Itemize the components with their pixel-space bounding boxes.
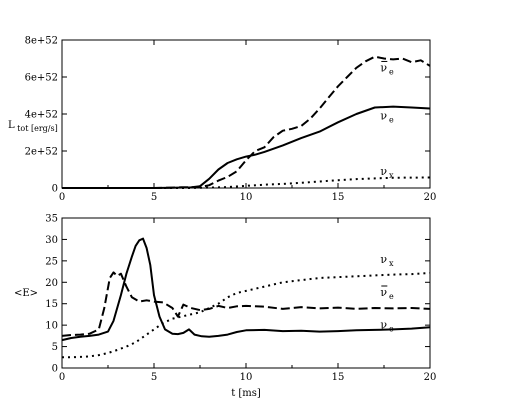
energy-y-axis-title: <E> (14, 288, 38, 299)
lum-y-axis-title: L tot [erg/s] (8, 120, 58, 133)
energy-x-tick-label: 15 (332, 372, 345, 383)
lum-x-tick-label: 20 (424, 192, 437, 203)
lum-series-dashed (62, 55, 431, 189)
energy-series-solid (61, 237, 431, 342)
energy-y-tick-label: 10 (45, 321, 58, 332)
lum-x-tick-label: 15 (332, 192, 345, 203)
luminosity-panel: 0 5 10 15 20 0 2e+52 4e+52 6e+52 8e+52 L tot [erg/… (8, 36, 436, 204)
lum-y-tick-label: 8e+52 (25, 36, 58, 47)
lum-y-tick-label: 0 (52, 184, 58, 195)
mean-energy-panel: 0 5 10 15 20 0 5 10 15 20 25 30 35 <E> t [ms] ν e ν e ν x (14, 214, 436, 400)
energy-y-tick-label: 35 (45, 214, 58, 225)
lum-x-tick-label: 5 (151, 192, 157, 203)
energy-y-tick-label: 5 (52, 342, 58, 353)
lum-x-tick-label: 10 (240, 192, 253, 203)
lum-series-solid (62, 105, 431, 189)
energy-series-dashed (61, 271, 431, 337)
energy-x-tick-label: 20 (424, 372, 437, 383)
lum-y-tick-label: 4e+52 (25, 110, 58, 121)
lum-plot-frame (61, 39, 431, 189)
energy-x-axis-title: t [ms] (231, 388, 261, 399)
lum-y-tick-label: 2e+52 (25, 147, 58, 158)
energy-y-tick-label: 20 (45, 278, 58, 289)
energy-y-tick-label: 0 (52, 364, 58, 375)
energy-y-tick-label: 30 (45, 235, 58, 246)
energy-plot-frame (61, 217, 431, 369)
energy-x-tick-label: 10 (240, 372, 253, 383)
lum-x-tick-label: 0 (59, 192, 65, 203)
lum-y-tick-label: 6e+52 (25, 73, 58, 84)
energy-series-dotted (62, 271, 431, 359)
energy-y-tick-label: 15 (45, 299, 58, 310)
energy-x-tick-label: 5 (151, 372, 157, 383)
energy-x-tick-label: 0 (59, 372, 65, 383)
energy-y-tick-label: 25 (45, 256, 58, 267)
